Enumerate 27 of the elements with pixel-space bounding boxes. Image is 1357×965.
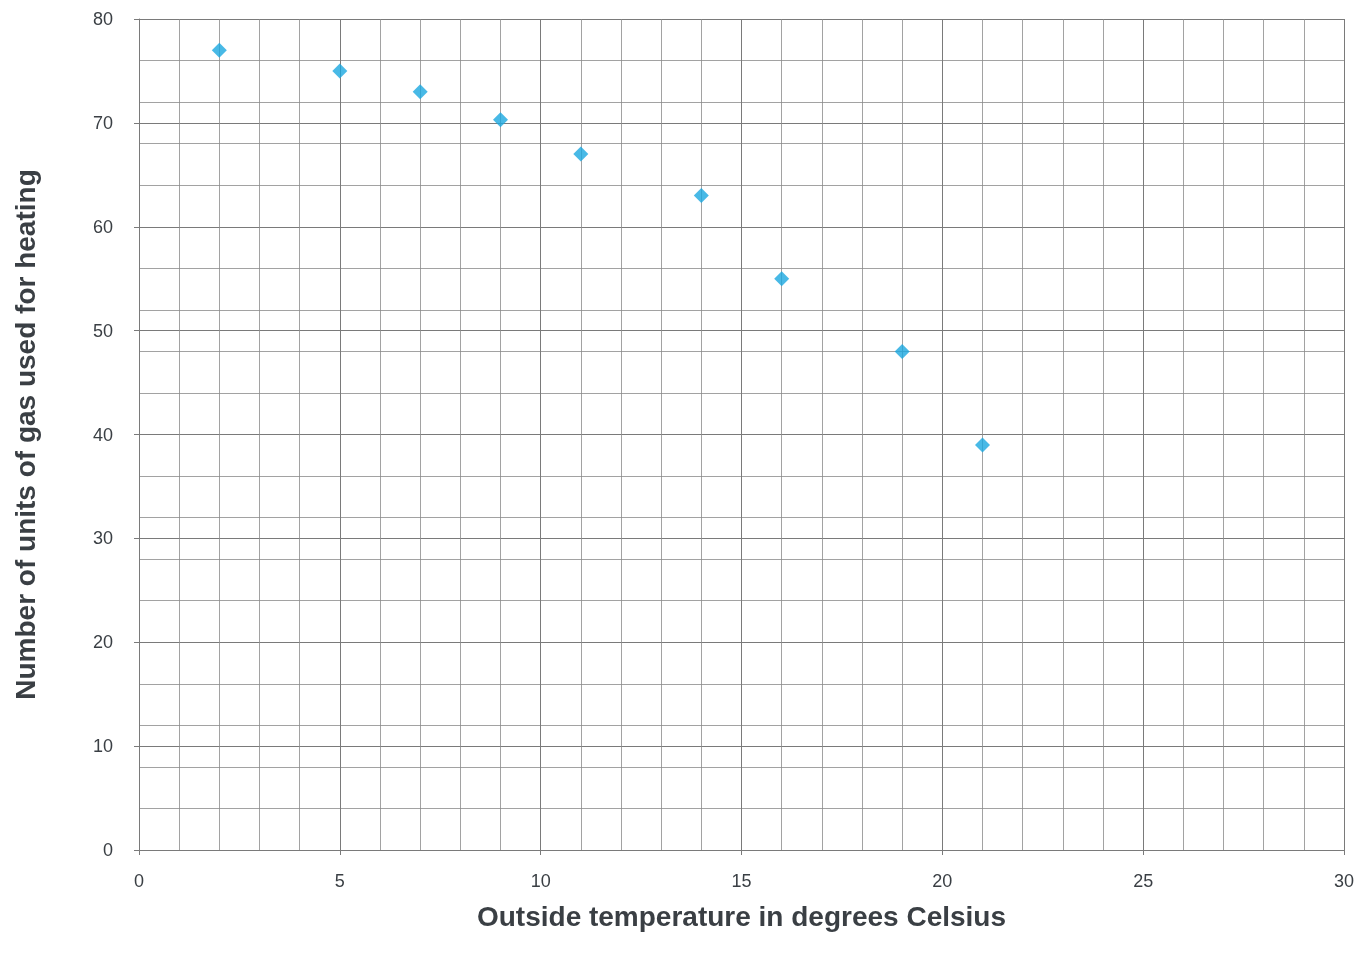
y-tick-label: 20: [92, 632, 113, 653]
point: [332, 63, 348, 79]
x-tick-label: 10: [530, 871, 551, 891]
point: [894, 343, 910, 359]
y-tick-label: 80: [92, 9, 113, 29]
x-axis-title: Outside temperature in degrees Celsius: [476, 900, 1007, 932]
y-tick-label: 50: [92, 320, 113, 341]
x-tick-label: 30: [1333, 871, 1354, 891]
x-tick-label: 15: [731, 871, 752, 891]
y-tick-label: 10: [92, 736, 113, 757]
point: [774, 271, 790, 287]
point: [412, 84, 428, 100]
point: [211, 42, 227, 58]
y-axis-title: Number of units of gas used for heating: [9, 169, 41, 700]
y-tick-label: 70: [92, 112, 113, 133]
point: [493, 112, 508, 128]
x-tick-label: 25: [1133, 871, 1154, 891]
point: [974, 437, 990, 453]
x-tick-label: 0: [133, 871, 145, 891]
y-tick-label: 40: [92, 424, 113, 445]
point: [573, 146, 589, 162]
y-tick-label: 60: [92, 216, 113, 237]
x-tick-label: 20: [932, 871, 953, 891]
y-tick-label: 30: [92, 528, 113, 549]
y-tick-label: 0: [102, 840, 113, 860]
point: [693, 188, 709, 204]
x-tick-label: 5: [334, 871, 345, 891]
